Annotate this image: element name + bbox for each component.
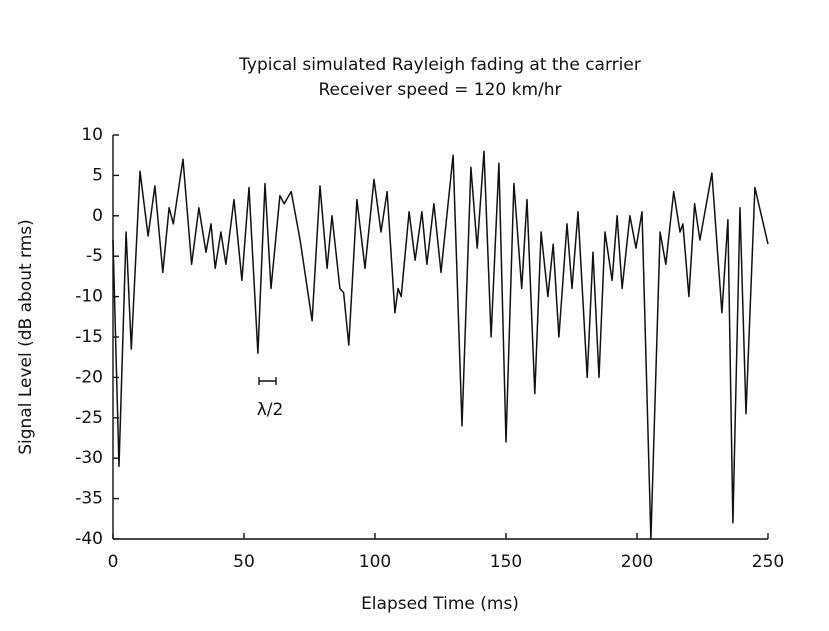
y-tick-label: 0 — [92, 206, 103, 226]
x-tick-label: 50 — [233, 552, 255, 572]
annotation: λ/2 — [257, 400, 284, 420]
y-tick-label: -5 — [86, 246, 103, 266]
x-axis-label: Elapsed Time (ms) — [361, 594, 519, 614]
y-tick-label: 5 — [92, 165, 103, 185]
y-tick-label: -30 — [75, 448, 103, 468]
y-tick-label: -20 — [75, 367, 103, 387]
y-tick-label: -40 — [75, 529, 103, 549]
x-tick-label: 100 — [359, 552, 391, 572]
chart-title: Typical simulated Rayleigh fading at the… — [238, 55, 641, 75]
chart-subtitle: Receiver speed = 120 km/hr — [318, 80, 561, 100]
signal-line — [112, 150, 769, 540]
y-tick-label: -15 — [75, 327, 103, 347]
x-tick-label: 200 — [621, 552, 653, 572]
x-tick-label: 0 — [108, 552, 119, 572]
y-tick-label: -10 — [75, 287, 103, 307]
x-tick-label: 250 — [752, 552, 784, 572]
x-tick-label: 150 — [490, 552, 522, 572]
y-tick-label: -35 — [75, 489, 103, 509]
y-tick-label: -25 — [75, 408, 103, 428]
y-axis-label: Signal Level (dB about rms) — [16, 219, 36, 455]
y-tick-label: 10 — [81, 125, 103, 145]
